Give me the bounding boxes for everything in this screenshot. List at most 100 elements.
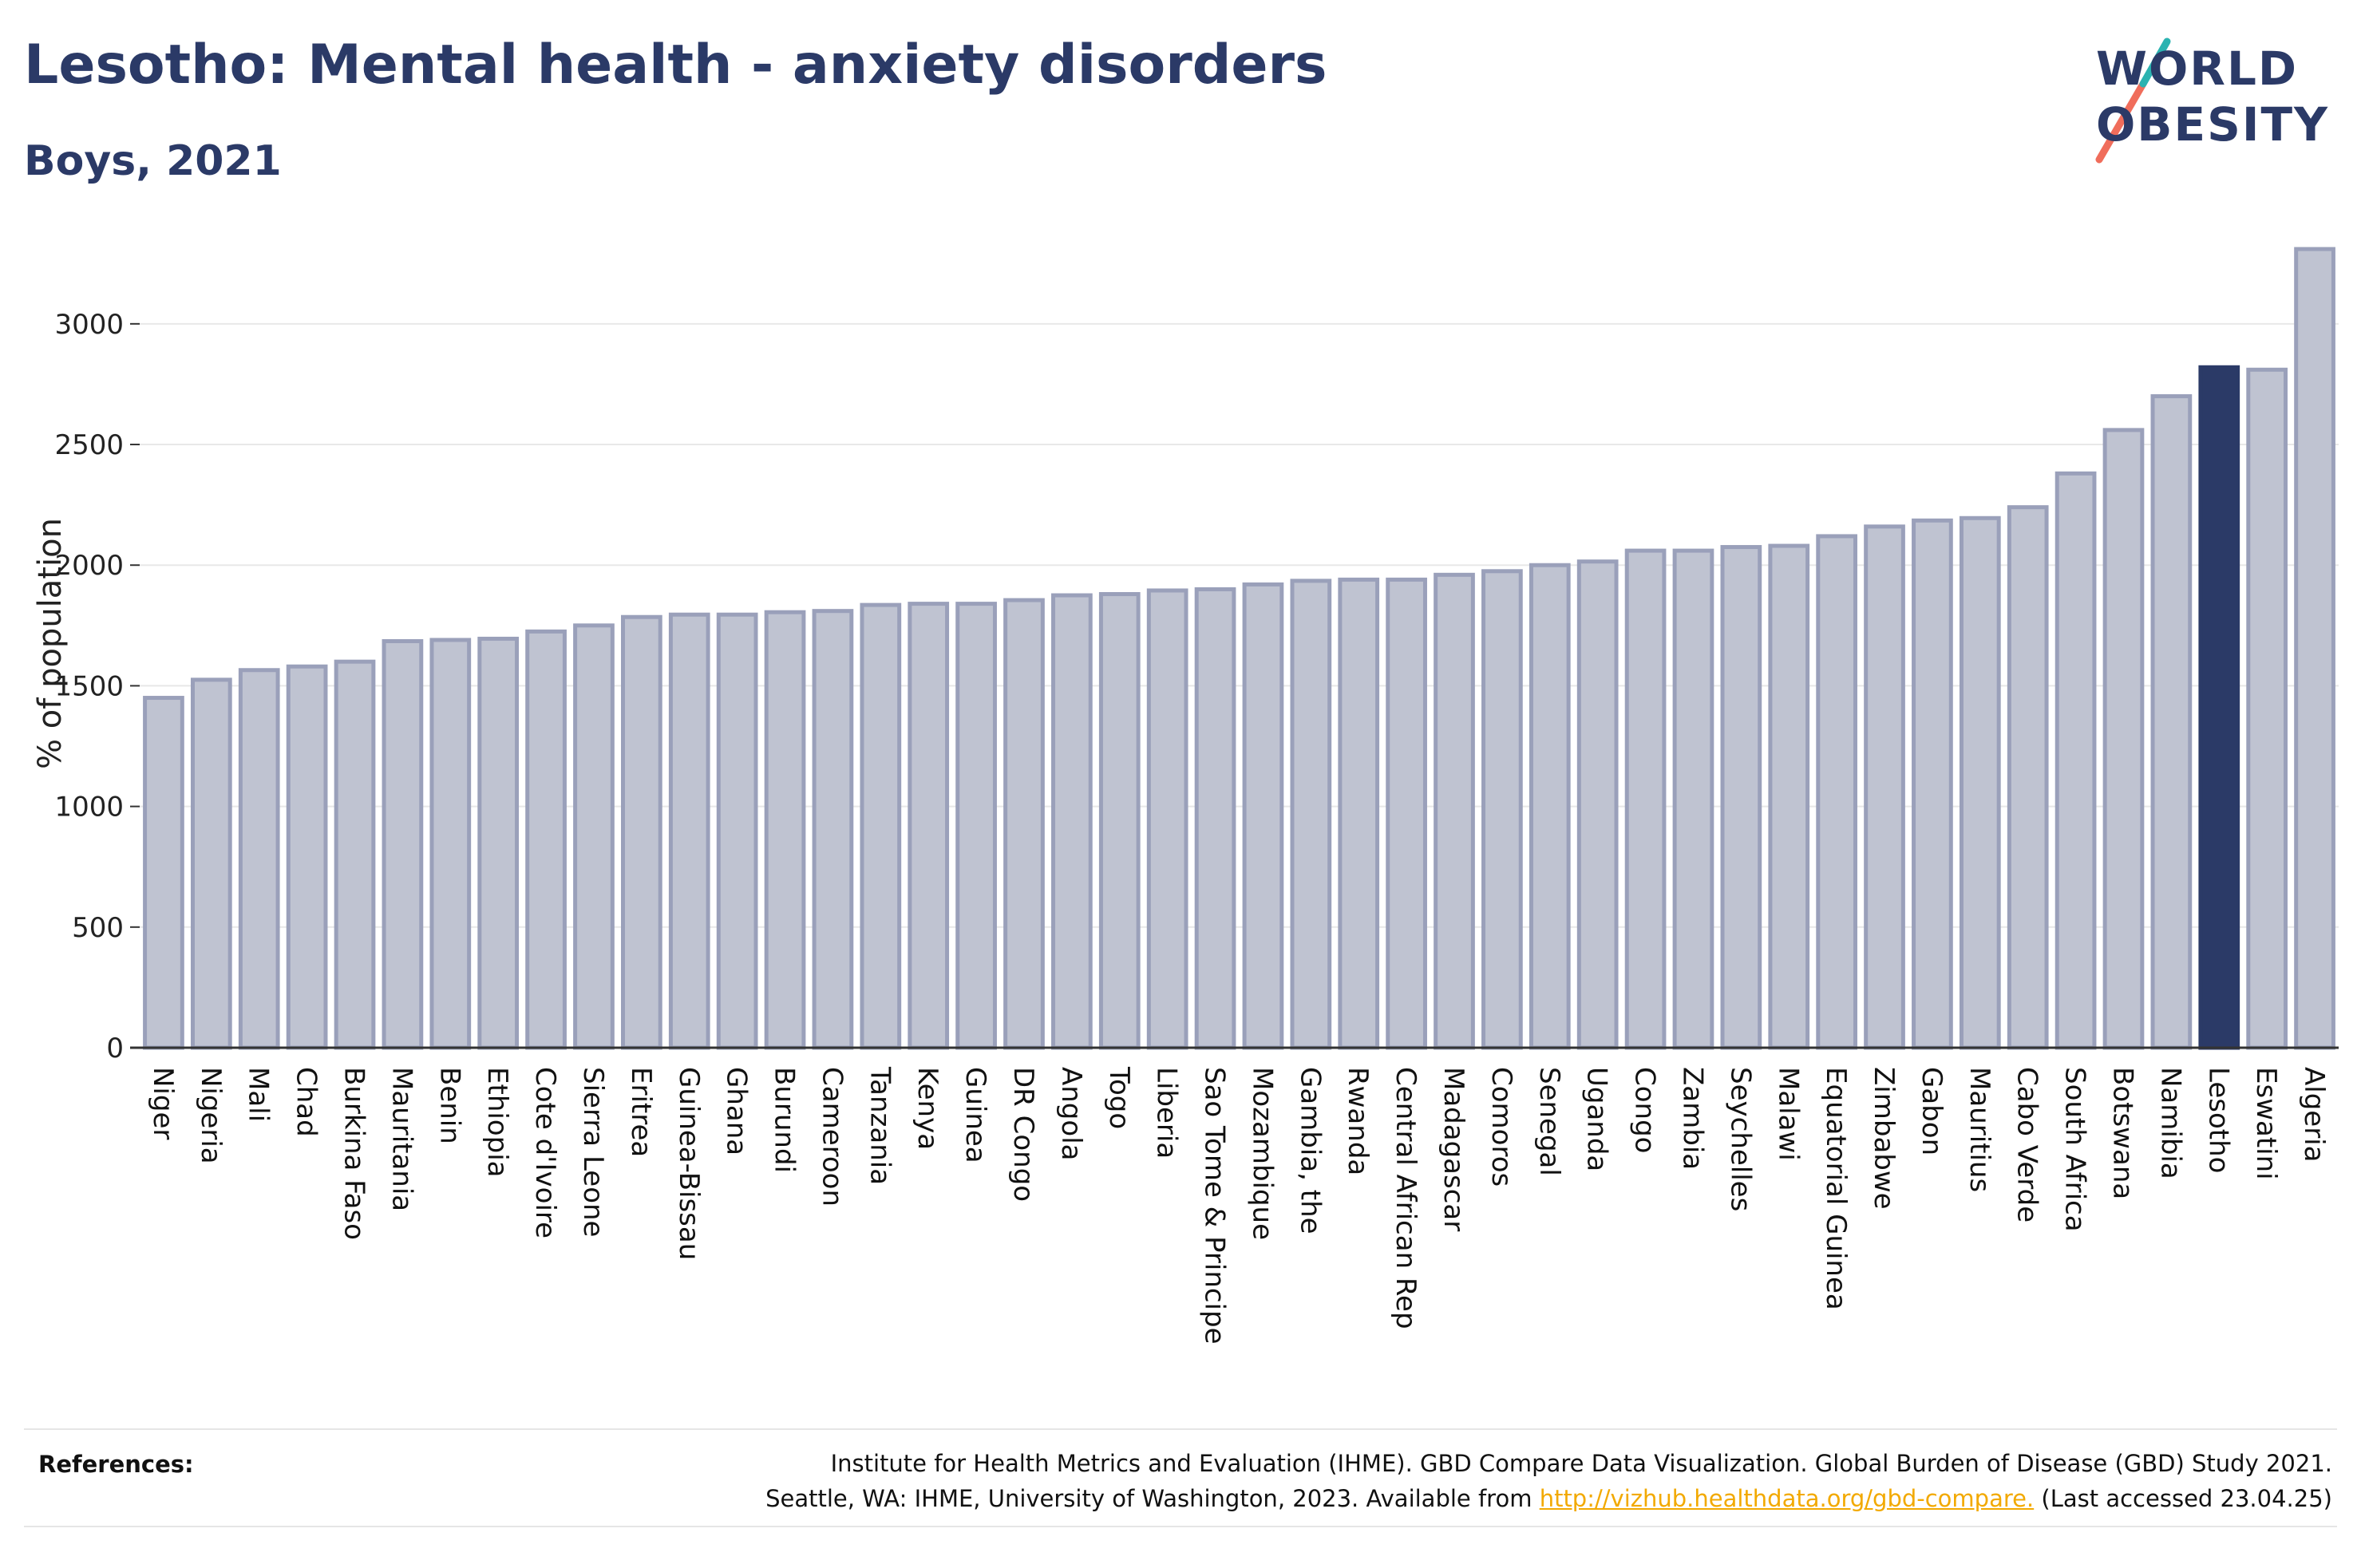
x-tick-label: Eswatini [2250, 1067, 2282, 1180]
references-link[interactable]: http://vizhub.healthdata.org/gbd-compare… [1539, 1485, 2035, 1512]
y-tick-label: 1000 [54, 792, 124, 823]
bar-highlight [2198, 365, 2240, 1050]
references-line-2-suffix: (Last accessed 23.04.25) [2034, 1485, 2332, 1512]
bar [2150, 394, 2193, 1050]
bar [1959, 515, 2001, 1050]
x-tick-label: Burundi [769, 1067, 801, 1173]
bar [238, 668, 280, 1050]
x-tick-label: Angola [1055, 1067, 1087, 1160]
y-tick-label: 2500 [54, 429, 124, 461]
references-label: References: [38, 1451, 194, 1478]
references-line-1: Institute for Health Metrics and Evaluat… [830, 1450, 2332, 1477]
x-tick-label: Sao Tome & Principe [1199, 1067, 1231, 1345]
bar [716, 612, 758, 1050]
chart-subtitle: Boys, 2021 [24, 137, 282, 185]
x-tick-label: Ghana [721, 1067, 753, 1155]
x-tick-label: Niger [147, 1067, 179, 1139]
y-tick-label: 3000 [54, 309, 124, 341]
bar [1290, 579, 1332, 1050]
footer-divider-top [24, 1428, 2337, 1430]
bar [908, 602, 950, 1050]
bar [1529, 563, 1571, 1050]
x-tick-label: Botswana [2106, 1067, 2138, 1199]
bar [1434, 572, 1475, 1050]
x-tick-label: Burkina Faso [338, 1067, 370, 1240]
bar [1672, 548, 1714, 1050]
bar [1816, 534, 1857, 1050]
x-tick-label: Eritrea [625, 1067, 657, 1157]
bar [1864, 524, 1905, 1050]
chart-title: Lesotho: Mental health - anxiety disorde… [24, 34, 1327, 97]
bar [1720, 545, 1762, 1050]
bar [1051, 593, 1093, 1050]
x-tick-label: Nigeria [195, 1067, 227, 1164]
x-tick-label: DR Congo [1007, 1067, 1039, 1202]
bar [477, 636, 520, 1050]
bar [1481, 569, 1523, 1050]
bar [2102, 428, 2145, 1050]
x-tick-label: Cameroon [816, 1067, 848, 1207]
x-tick-label: Kenya [912, 1067, 943, 1150]
bar [1912, 518, 1953, 1050]
x-tick-label: Zimbabwe [1868, 1067, 1900, 1210]
bar [1338, 577, 1380, 1050]
x-tick-label: Mauritius [1964, 1067, 1995, 1192]
x-tick-label: Benin [433, 1067, 465, 1144]
x-tick-label: Cabo Verde [2011, 1067, 2043, 1222]
bar [429, 638, 472, 1050]
bar [190, 677, 232, 1050]
x-tick-label: Congo [1629, 1067, 1661, 1153]
x-tick-label: Mozambique [1246, 1067, 1278, 1240]
bar [334, 659, 376, 1050]
y-axis-title: % of population [32, 518, 69, 769]
x-tick-label: Comoros [1485, 1067, 1517, 1187]
bar [621, 614, 662, 1050]
x-tick-label: Seychelles [1724, 1067, 1756, 1211]
x-tick-label: Tanzania [864, 1066, 896, 1185]
logo-text-obesity: OBESITY [2096, 97, 2330, 152]
x-tick-label: Guinea [959, 1067, 991, 1163]
references-line-2-prefix: Seattle, WA: IHME, University of Washing… [765, 1485, 1540, 1512]
bar [143, 696, 184, 1050]
x-tick-label: Senegal [1533, 1067, 1565, 1176]
x-tick-label: Chad [291, 1067, 322, 1137]
bar [764, 610, 806, 1050]
x-tick-label: Equatorial Guinea [1820, 1067, 1852, 1310]
bar [1576, 559, 1619, 1050]
x-tick-label: Ethiopia [481, 1067, 513, 1177]
bar [573, 623, 615, 1050]
bar [1768, 543, 1810, 1050]
bar [286, 664, 328, 1050]
x-tick-label: Gambia, the [1294, 1067, 1326, 1234]
x-tick-label: Namibia [2154, 1067, 2186, 1179]
y-tick-label: 0 [106, 1033, 124, 1064]
bar [1194, 587, 1236, 1050]
x-tick-label: South Africa [2059, 1067, 2091, 1232]
bar [1386, 577, 1427, 1050]
x-tick-label: Uganda [1581, 1067, 1613, 1171]
x-tick-label: Liberia [1151, 1067, 1183, 1159]
x-tick-label: Mauritania [386, 1067, 417, 1211]
y-tick-label: 1500 [54, 670, 124, 702]
x-tick-label: Lesotho [2202, 1067, 2234, 1173]
bar [1003, 598, 1045, 1050]
x-tick-label: Sierra Leone [577, 1067, 609, 1237]
bar [382, 638, 424, 1050]
world-obesity-logo: WORLD OBESITY [2075, 16, 2347, 176]
x-tick-label: Togo [1103, 1066, 1135, 1129]
references-line-2: Seattle, WA: IHME, University of Washing… [496, 1481, 2332, 1516]
bar [2294, 247, 2335, 1050]
bar [2055, 471, 2097, 1050]
bar [668, 612, 710, 1050]
x-tick-label: Cote d'Ivoire [529, 1067, 561, 1238]
x-tick-label: Mali [243, 1067, 275, 1122]
x-tick-label: Algeria [2298, 1067, 2330, 1162]
bar-chart: 0 500 1000 1500 2000 2500 3000 % of population N… [32, 247, 2339, 1345]
bar [1624, 548, 1667, 1050]
x-tick-label: Rwanda [1342, 1067, 1374, 1175]
references-text: Institute for Health Metrics and Evaluat… [496, 1446, 2332, 1516]
x-tick-label: Gabon [1916, 1067, 1948, 1155]
x-tick-label: Zambia [1676, 1067, 1708, 1170]
x-tick-label: Madagascar [1438, 1067, 1469, 1231]
bar [2007, 505, 2049, 1050]
